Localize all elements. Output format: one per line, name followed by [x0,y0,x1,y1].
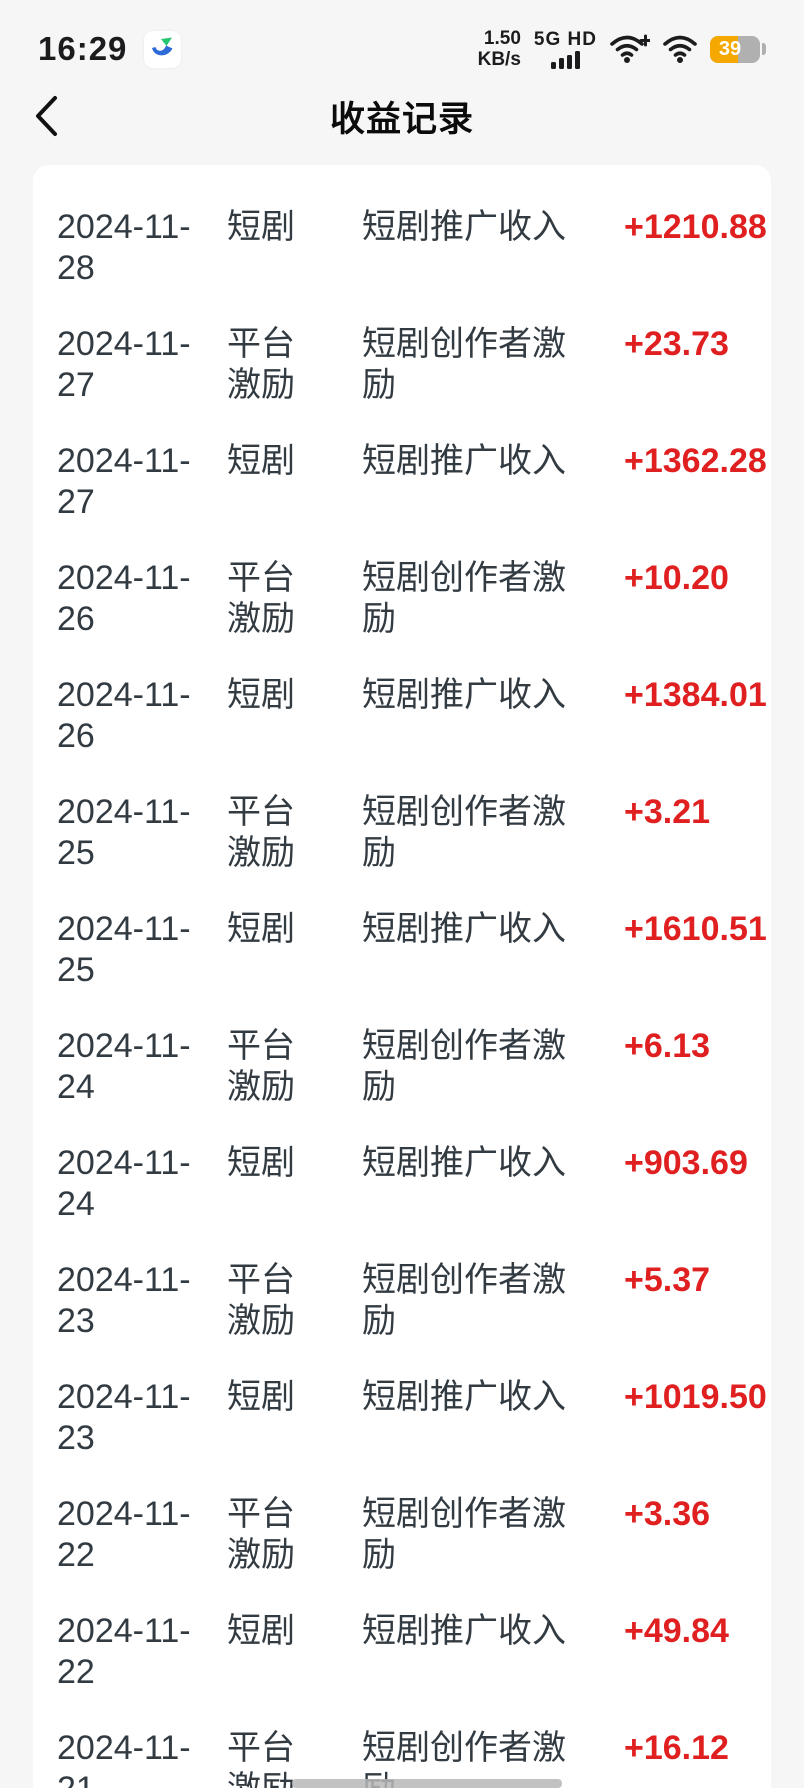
record-type: 平台激励 [227,1495,295,1574]
record-description: 短剧创作者激励 [362,793,566,872]
network-type-label: 5G [533,28,562,50]
page-title: 收益记录 [329,99,474,139]
record-type: 平台激励 [227,793,295,872]
record-date: 2024-11-25 [57,793,191,872]
record-description: 短剧推广收入 [362,208,566,246]
record-amount: +10.20 [624,559,729,597]
record-type: 平台激励 [227,1027,295,1106]
record-row: 2024-11-22 平台激励 短剧创作者激励 +3.36 [57,1494,771,1611]
record-date: 2024-11-25 [57,910,191,989]
record-amount: +3.36 [624,1495,711,1533]
wifi-icon [663,35,697,63]
record-amount: +1610.51 [624,910,767,948]
record-date: 2024-11-26 [57,676,191,755]
notification-app-icon [144,30,182,68]
navigation-bar: 收益记录 [0,80,804,152]
record-row: 2024-11-24 短剧 短剧推广收入 +903.69 [57,1143,771,1260]
record-date: 2024-11-21 [57,1729,191,1788]
cellular-indicator: 5G HD [533,28,597,69]
record-type: 短剧 [227,208,295,246]
status-bar-right: 1.50 KB/s 5G HD [478,28,766,70]
record-type: 平台激励 [227,559,295,638]
record-type: 短剧 [227,1144,295,1182]
record-type: 短剧 [227,676,295,714]
wifi-plus-icon [610,34,650,63]
record-amount: +6.13 [624,1027,711,1065]
record-date: 2024-11-26 [57,559,191,638]
record-amount: +3.21 [624,793,711,831]
record-description: 短剧创作者激励 [362,559,566,638]
record-amount: +1210.88 [624,208,767,246]
record-description: 短剧创作者激励 [362,1027,566,1106]
record-date: 2024-11-23 [57,1378,191,1457]
record-type: 平台激励 [227,1261,295,1340]
record-amount: +1019.50 [624,1378,767,1416]
record-type: 短剧 [227,910,295,948]
record-date: 2024-11-24 [57,1144,191,1223]
record-description: 短剧推广收入 [362,1612,566,1650]
record-row: 2024-11-25 短剧 短剧推广收入 +1610.51 [57,909,771,1026]
battery-nub [762,43,766,55]
record-date: 2024-11-27 [57,325,191,404]
record-description: 短剧推广收入 [362,1378,566,1416]
records-card: 2024-11-28 短剧 短剧推广收入 +1210.88 2024-11-27… [33,165,771,1788]
record-description: 短剧创作者激励 [362,1261,566,1340]
record-amount: +49.84 [624,1612,729,1650]
record-row: 2024-11-28 短剧 短剧推广收入 +1210.88 [57,207,771,324]
record-description: 短剧推广收入 [362,1144,566,1182]
status-bar-left: 16:29 [38,30,182,68]
record-amount: +16.12 [624,1729,729,1767]
record-type: 平台激励 [227,325,295,404]
record-date: 2024-11-27 [57,442,191,521]
record-description: 短剧创作者激励 [362,1495,566,1574]
chevron-left-icon [36,96,57,136]
record-description: 短剧创作者激励 [362,325,566,404]
record-amount: +903.69 [624,1144,748,1182]
record-row: 2024-11-24 平台激励 短剧创作者激励 +6.13 [57,1026,771,1143]
record-date: 2024-11-22 [57,1612,191,1691]
clock: 16:29 [38,30,128,67]
record-description: 短剧推广收入 [362,910,566,948]
record-description: 短剧推广收入 [362,676,566,714]
record-type: 短剧 [227,442,295,480]
network-speed-value: 1.50 [483,28,521,49]
battery-fill [710,35,738,63]
record-row: 2024-11-22 短剧 短剧推广收入 +49.84 [57,1611,771,1728]
network-speed-unit: KB/s [477,49,521,70]
record-row: 2024-11-25 平台激励 短剧创作者激励 +3.21 [57,792,771,909]
battery-icon: 39 [710,35,766,63]
horizontal-scrollbar[interactable] [292,1779,562,1788]
record-amount: +1362.28 [624,442,767,480]
record-row: 2024-11-27 短剧 短剧推广收入 +1362.28 [57,441,771,558]
record-date: 2024-11-24 [57,1027,191,1106]
app-logo-icon [152,37,173,55]
record-amount: +5.37 [624,1261,711,1299]
back-button[interactable] [20,88,72,144]
signal-bars-icon [550,50,580,69]
status-bar: 16:29 1.50 KB/s 5G HD [0,0,804,80]
record-row: 2024-11-23 平台激励 短剧创作者激励 +5.37 [57,1260,771,1377]
network-speed-indicator: 1.50 KB/s [478,28,521,70]
record-row: 2024-11-26 平台激励 短剧创作者激励 +10.20 [57,558,771,675]
record-amount: +1384.01 [624,676,767,714]
battery-percent: 39 [718,37,742,60]
record-type: 平台激励 [227,1729,295,1788]
record-date: 2024-11-23 [57,1261,191,1340]
record-row: 2024-11-23 短剧 短剧推广收入 +1019.50 [57,1377,771,1494]
record-description: 短剧推广收入 [362,442,566,480]
record-type: 短剧 [227,1378,295,1416]
record-date: 2024-11-22 [57,1495,191,1574]
hd-volte-label: HD [567,28,597,50]
record-amount: +23.73 [624,325,729,363]
records-list: 2024-11-28 短剧 短剧推广收入 +1210.88 2024-11-27… [57,207,771,1788]
record-date: 2024-11-28 [57,208,191,287]
record-type: 短剧 [227,1612,295,1650]
record-row: 2024-11-27 平台激励 短剧创作者激励 +23.73 [57,324,771,441]
record-row: 2024-11-26 短剧 短剧推广收入 +1384.01 [57,675,771,792]
